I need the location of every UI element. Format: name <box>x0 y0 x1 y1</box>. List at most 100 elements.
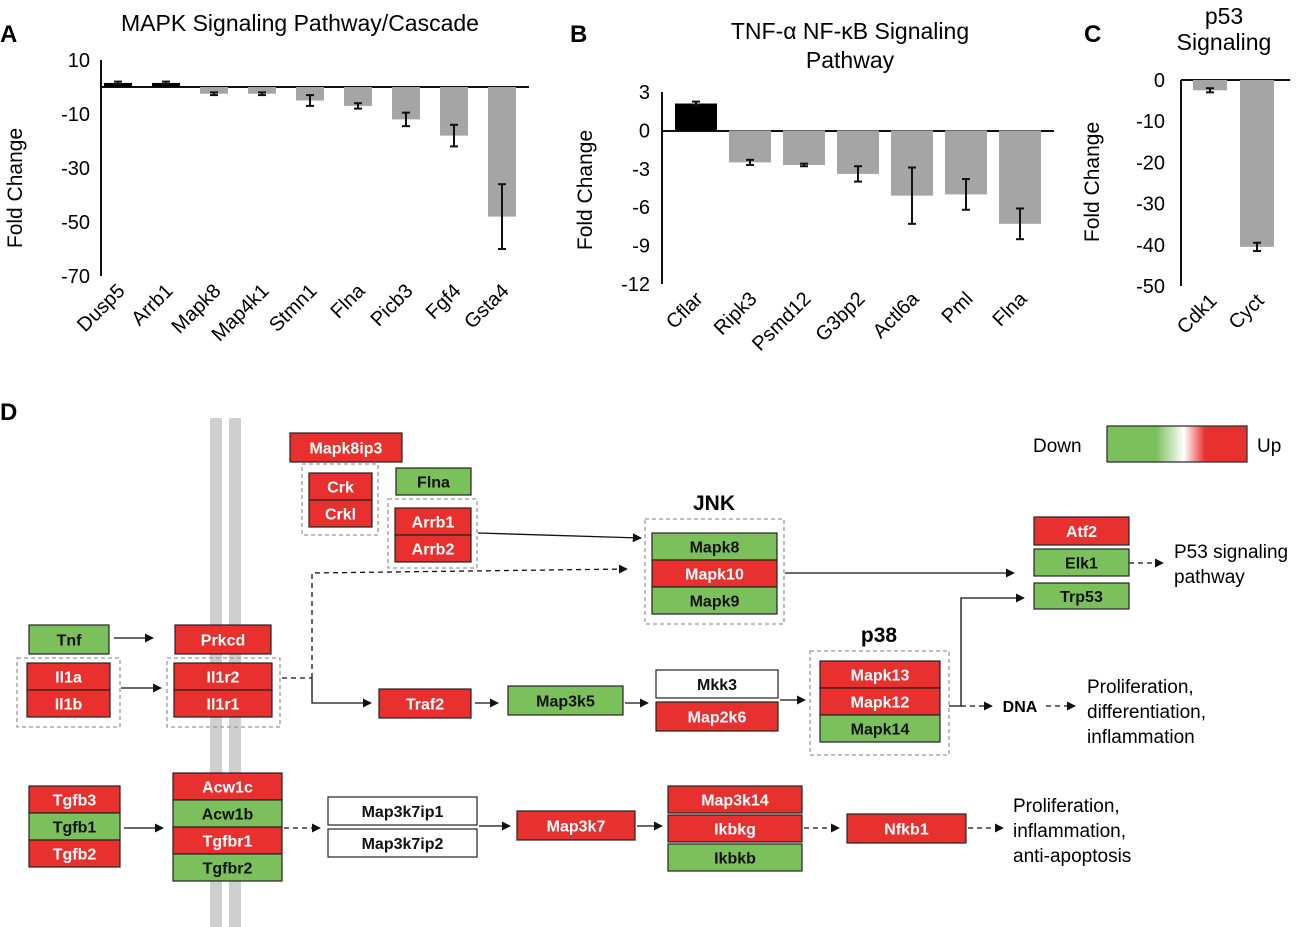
chart-c-ylabel: Fold Change <box>1081 122 1104 242</box>
chart-a-mapk: MAPK Signaling Pathway/Cascade Fold Chan… <box>4 10 529 346</box>
gene-box-il1a <box>26 662 111 691</box>
chart-b-bar-psmd12 <box>783 130 825 165</box>
dna-label: DNA <box>1003 699 1038 716</box>
gene-box-prkcd <box>174 624 272 655</box>
gene-box-tgfb1 <box>28 812 121 841</box>
gene-label-tgfbr1: Tgfbr1 <box>203 834 253 851</box>
gene-box-arrb1 <box>394 507 472 536</box>
gene-label-mapk9: Mapk9 <box>690 594 740 611</box>
arrow-arrb-to-jnk <box>477 532 642 543</box>
gene-label-atf2: Atf2 <box>1066 524 1097 541</box>
chart-b-category-ripk3: Ripk3 <box>710 288 762 340</box>
gene-label-ikbkb: Ikbkb <box>714 851 756 868</box>
gene-box-il1r2 <box>173 662 273 691</box>
gene-label-tgfbr2: Tgfbr2 <box>203 861 253 878</box>
chart-c-ytick: -20 <box>1136 152 1165 174</box>
chart-b-category-psmd12: Psmd12 <box>748 288 815 355</box>
gene-label-acw1c: Acw1c <box>202 780 253 797</box>
chart-a-title: MAPK Signaling Pathway/Cascade <box>121 10 479 36</box>
chart-b-ytick: -12 <box>621 274 650 296</box>
chart-b-category-cflar: Cflar <box>662 288 708 334</box>
group-outline-il1r <box>166 657 281 728</box>
outcome2-line1: Proliferation, <box>1013 796 1120 817</box>
chart-a-bar-flna <box>344 87 372 106</box>
outcome1-line3: inflammation <box>1087 727 1195 748</box>
gene-box-nfkb1 <box>846 813 967 844</box>
gene-box-il1r1 <box>173 689 273 718</box>
group-outline-jnk <box>644 518 785 625</box>
chart-b-ytick: 0 <box>639 120 650 142</box>
gene-label-trp53: Trp53 <box>1060 589 1103 606</box>
group-outline-arrb <box>387 498 478 569</box>
gene-box-ikbkg <box>667 814 803 843</box>
chart-a-ytick: -30 <box>61 158 90 180</box>
group-title-jnk: JNK <box>693 492 735 515</box>
gene-box-map3k7ip1 <box>327 796 478 826</box>
gene-label-il1b: Il1b <box>55 697 83 714</box>
chart-a-category-fgf4: Fgf4 <box>422 280 466 324</box>
gene-box-mapk10 <box>651 559 778 588</box>
gene-label-map3k5: Map3k5 <box>536 694 595 711</box>
gene-label-mapk12: Mapk12 <box>851 695 910 712</box>
gene-box-mapk8 <box>651 532 778 561</box>
chart-b-title-line2: Pathway <box>806 47 895 73</box>
chart-a-ytick: -10 <box>61 104 90 126</box>
gene-label-acw1b: Acw1b <box>202 807 254 824</box>
chart-c-title-line1: p53 <box>1205 3 1243 29</box>
gene-label-crkl: Crkl <box>325 507 356 524</box>
gene-box-mapk9 <box>651 586 778 615</box>
gene-box-crkl <box>308 499 373 528</box>
group-outline-crk <box>301 463 379 536</box>
gene-label-mapk8ip3: Mapk8ip3 <box>310 441 383 458</box>
gene-box-tgfbr2 <box>172 853 283 882</box>
legend-down-label: Down <box>1033 436 1082 457</box>
gene-box-tgfbr1 <box>172 826 283 855</box>
gene-box-trp53 <box>1033 582 1130 610</box>
chart-a-category-gsta4: Gsta4 <box>460 280 513 333</box>
gene-box-mapk14 <box>819 714 941 743</box>
gene-label-map3k7ip1: Map3k7ip1 <box>362 804 444 821</box>
gene-label-elk1: Elk1 <box>1065 556 1098 573</box>
gene-label-map3k7ip2: Map3k7ip2 <box>362 836 444 853</box>
gene-label-mapk13: Mapk13 <box>851 668 910 685</box>
legend-up-label: Up <box>1257 436 1281 457</box>
gene-label-tnf: Tnf <box>57 633 83 650</box>
chart-a-ytick: 10 <box>68 50 90 72</box>
gene-box-map3k7ip2 <box>327 828 478 858</box>
gene-label-map2k6: Map2k6 <box>688 710 747 727</box>
gene-box-atf2 <box>1033 516 1130 546</box>
chart-b-ytick: 3 <box>639 82 650 104</box>
chart-a-bar-map4k1 <box>248 87 276 94</box>
group-title-p38: p38 <box>861 624 898 647</box>
gene-label-tgfb3: Tgfb3 <box>53 793 97 810</box>
gene-label-il1a: Il1a <box>55 670 82 687</box>
group-outline-p38 <box>809 650 950 756</box>
outcome2-line2: inflammation, <box>1013 821 1126 842</box>
chart-a-ylabel: Fold Change <box>4 128 27 248</box>
chart-c-title-line2: Signaling <box>1177 29 1272 55</box>
chart-b-category-pml: Pml <box>938 288 978 328</box>
gene-box-map3k7 <box>516 810 636 841</box>
chart-a-category-picb3: Picb3 <box>367 280 418 331</box>
gene-label-mapk10: Mapk10 <box>685 567 744 584</box>
chart-c-ytick: -40 <box>1136 235 1165 257</box>
chart-a-category-flna: Flna <box>326 279 370 323</box>
chart-a-ytick: -70 <box>61 266 90 288</box>
gene-box-mapk12 <box>819 687 941 716</box>
gene-label-crk: Crk <box>327 480 354 497</box>
gene-label-mapk8: Mapk8 <box>690 540 740 557</box>
gene-label-il1r2: Il1r2 <box>207 670 240 687</box>
p53-pathway-label-line1: P53 signaling <box>1174 542 1288 563</box>
chart-c-category-cdk1: Cdk1 <box>1173 290 1222 339</box>
chart-b-bar-cflar <box>675 103 717 131</box>
gene-box-elk1 <box>1033 548 1130 577</box>
arrow-to-traf2 <box>311 678 372 708</box>
gene-box-map3k5 <box>507 685 624 716</box>
chart-c-ytick: -50 <box>1136 276 1165 298</box>
gene-label-map3k7: Map3k7 <box>547 819 606 836</box>
gene-label-prkcd: Prkcd <box>201 633 245 650</box>
legend-gradient-bar <box>1106 425 1248 463</box>
gene-box-flna <box>395 467 472 496</box>
